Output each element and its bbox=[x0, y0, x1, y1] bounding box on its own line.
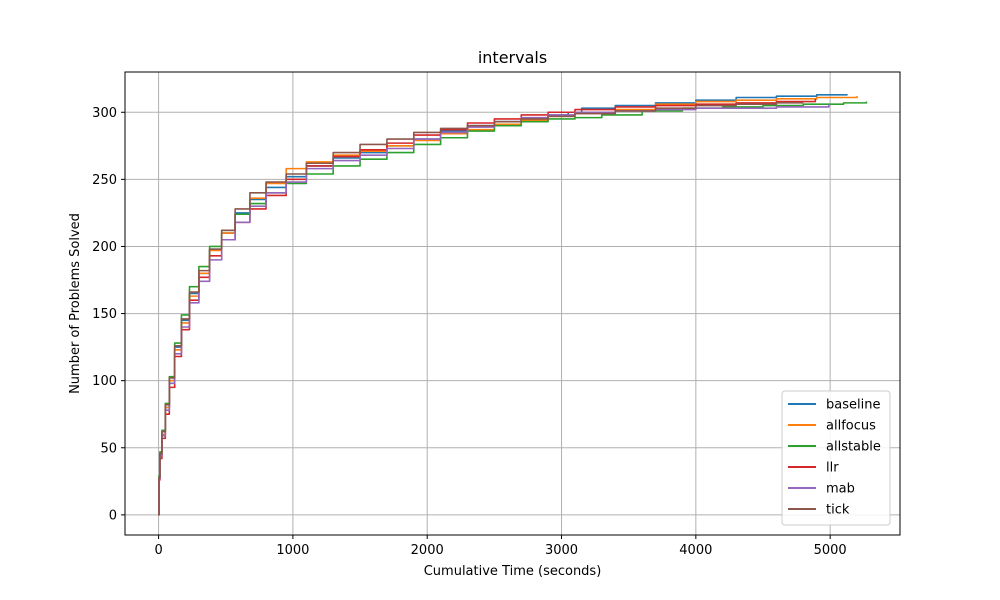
legend-label-mab: mab bbox=[826, 482, 855, 497]
series-line-baseline bbox=[158, 94, 848, 516]
y-tick-label: 100 bbox=[92, 374, 117, 389]
x-tick-label: 3000 bbox=[545, 543, 578, 558]
y-tick-label: 50 bbox=[100, 441, 117, 456]
legend-label-llr: llr bbox=[826, 461, 839, 476]
y-tick-label: 200 bbox=[92, 240, 117, 255]
series-line-tick bbox=[158, 102, 804, 516]
x-tick-label: 2000 bbox=[411, 543, 444, 558]
y-tick-label: 150 bbox=[92, 307, 117, 322]
x-tick-label: 0 bbox=[154, 543, 162, 558]
chart-title: intervals bbox=[478, 48, 547, 67]
grid bbox=[125, 72, 900, 535]
plot-frame bbox=[124, 71, 901, 536]
y-tick-label: 0 bbox=[109, 508, 117, 523]
legend-label-baseline: baseline bbox=[826, 398, 880, 413]
legend-label-tick: tick bbox=[826, 503, 850, 518]
y-tick-label: 300 bbox=[92, 106, 117, 121]
x-axis-label: Cumulative Time (seconds) bbox=[424, 564, 602, 579]
x-tick-label: 4000 bbox=[679, 543, 712, 558]
legend-label-allfocus: allfocus bbox=[826, 419, 876, 434]
plot-lines bbox=[158, 94, 868, 516]
series-line-allfocus bbox=[158, 96, 858, 516]
legend-label-allstable: allstable bbox=[826, 440, 881, 455]
x-axis: 0 1000 2000 3000 4000 5000 bbox=[154, 535, 847, 558]
y-axis-label: Number of Problems Solved bbox=[68, 213, 83, 394]
y-axis: 0 50 100 150 200 250 300 bbox=[92, 106, 125, 523]
x-tick-label: 1000 bbox=[276, 543, 309, 558]
x-tick-label: 5000 bbox=[814, 543, 847, 558]
series-line-llr bbox=[158, 98, 817, 516]
y-tick-label: 250 bbox=[92, 173, 117, 188]
series-line-allstable bbox=[158, 101, 868, 516]
series-line-mab bbox=[158, 104, 830, 516]
legend: baseline allfocus allstable llr mab tick bbox=[781, 390, 891, 526]
